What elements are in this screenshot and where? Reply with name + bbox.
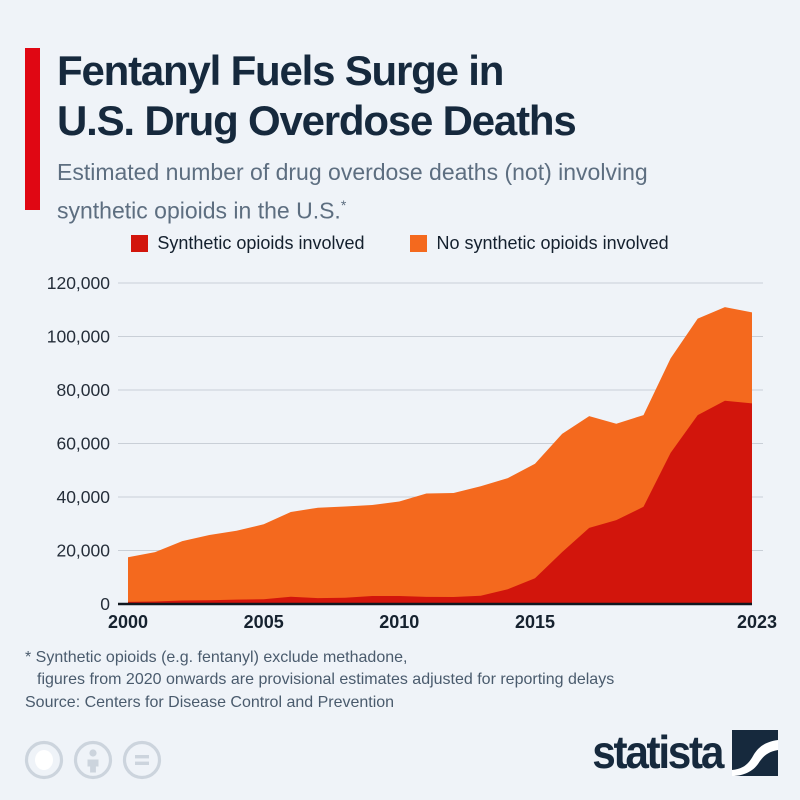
license-icons xyxy=(24,740,162,780)
attribution-icon xyxy=(73,740,113,780)
x-tick-label: 2023 xyxy=(737,612,777,632)
legend-label: No synthetic opioids involved xyxy=(436,233,669,253)
subtitle-line-1: Estimated number of drug overdose deaths… xyxy=(57,159,648,185)
y-tick-label: 0 xyxy=(100,594,110,614)
y-tick-label: 60,000 xyxy=(56,434,110,454)
y-axis-labels: 0 20,000 40,000 60,000 80,000 100,000 120,000 xyxy=(47,273,111,614)
y-tick-label: 100,000 xyxy=(47,327,111,347)
title-line-2: U.S. Drug Overdose Deaths xyxy=(57,97,577,144)
title-line-1: Fentanyl Fuels Surge in xyxy=(57,47,504,94)
statista-logo-mark xyxy=(732,730,778,776)
x-tick-label: 2000 xyxy=(108,612,148,632)
footnote-marker: * xyxy=(340,197,347,213)
legend-item-synthetic: Synthetic opioids involved xyxy=(131,233,364,254)
synthetic-opioids-area xyxy=(128,400,752,604)
y-tick-label: 20,000 xyxy=(56,541,110,561)
legend-swatch-orange xyxy=(410,235,428,252)
y-tick-label: 120,000 xyxy=(47,273,111,293)
source-text: Source: Centers for Disease Control and … xyxy=(25,694,395,711)
footnote: * Synthetic opioids (e.g. fentanyl) excl… xyxy=(25,647,614,691)
footnote-line-1: * Synthetic opioids (e.g. fentanyl) excl… xyxy=(25,649,408,666)
legend-label: Synthetic opioids involved xyxy=(157,233,365,253)
legend-item-no-synthetic: No synthetic opioids involved xyxy=(410,233,669,254)
red-accent-bar xyxy=(25,48,40,210)
cc-license-icon xyxy=(24,740,64,780)
no-derivatives-icon xyxy=(122,740,162,780)
statista-logo: statista xyxy=(581,728,778,776)
chart-legend: Synthetic opioids involved No synthetic … xyxy=(0,233,800,254)
y-tick-label: 80,000 xyxy=(56,380,110,400)
subtitle-line-2: synthetic opioids in the U.S.* xyxy=(57,197,347,224)
x-tick-label: 2005 xyxy=(244,612,284,632)
statista-wordmark: statista xyxy=(592,726,724,778)
page-title: Fentanyl Fuels Surge in U.S. Drug Overdo… xyxy=(57,46,577,146)
legend-swatch-red xyxy=(131,235,149,252)
x-tick-label: 2010 xyxy=(379,612,419,632)
y-tick-label: 40,000 xyxy=(56,487,110,507)
x-tick-label: 2015 xyxy=(515,612,555,632)
page-subtitle: Estimated number of drug overdose deaths… xyxy=(57,156,648,228)
x-axis-labels: 2000 2005 2010 2015 2023 xyxy=(108,612,777,632)
overdose-area-chart: 020,00040,00060,00080,000100,000120,000 … xyxy=(47,273,777,632)
footnote-line-2: figures from 2020 onwards are provisiona… xyxy=(37,671,615,688)
